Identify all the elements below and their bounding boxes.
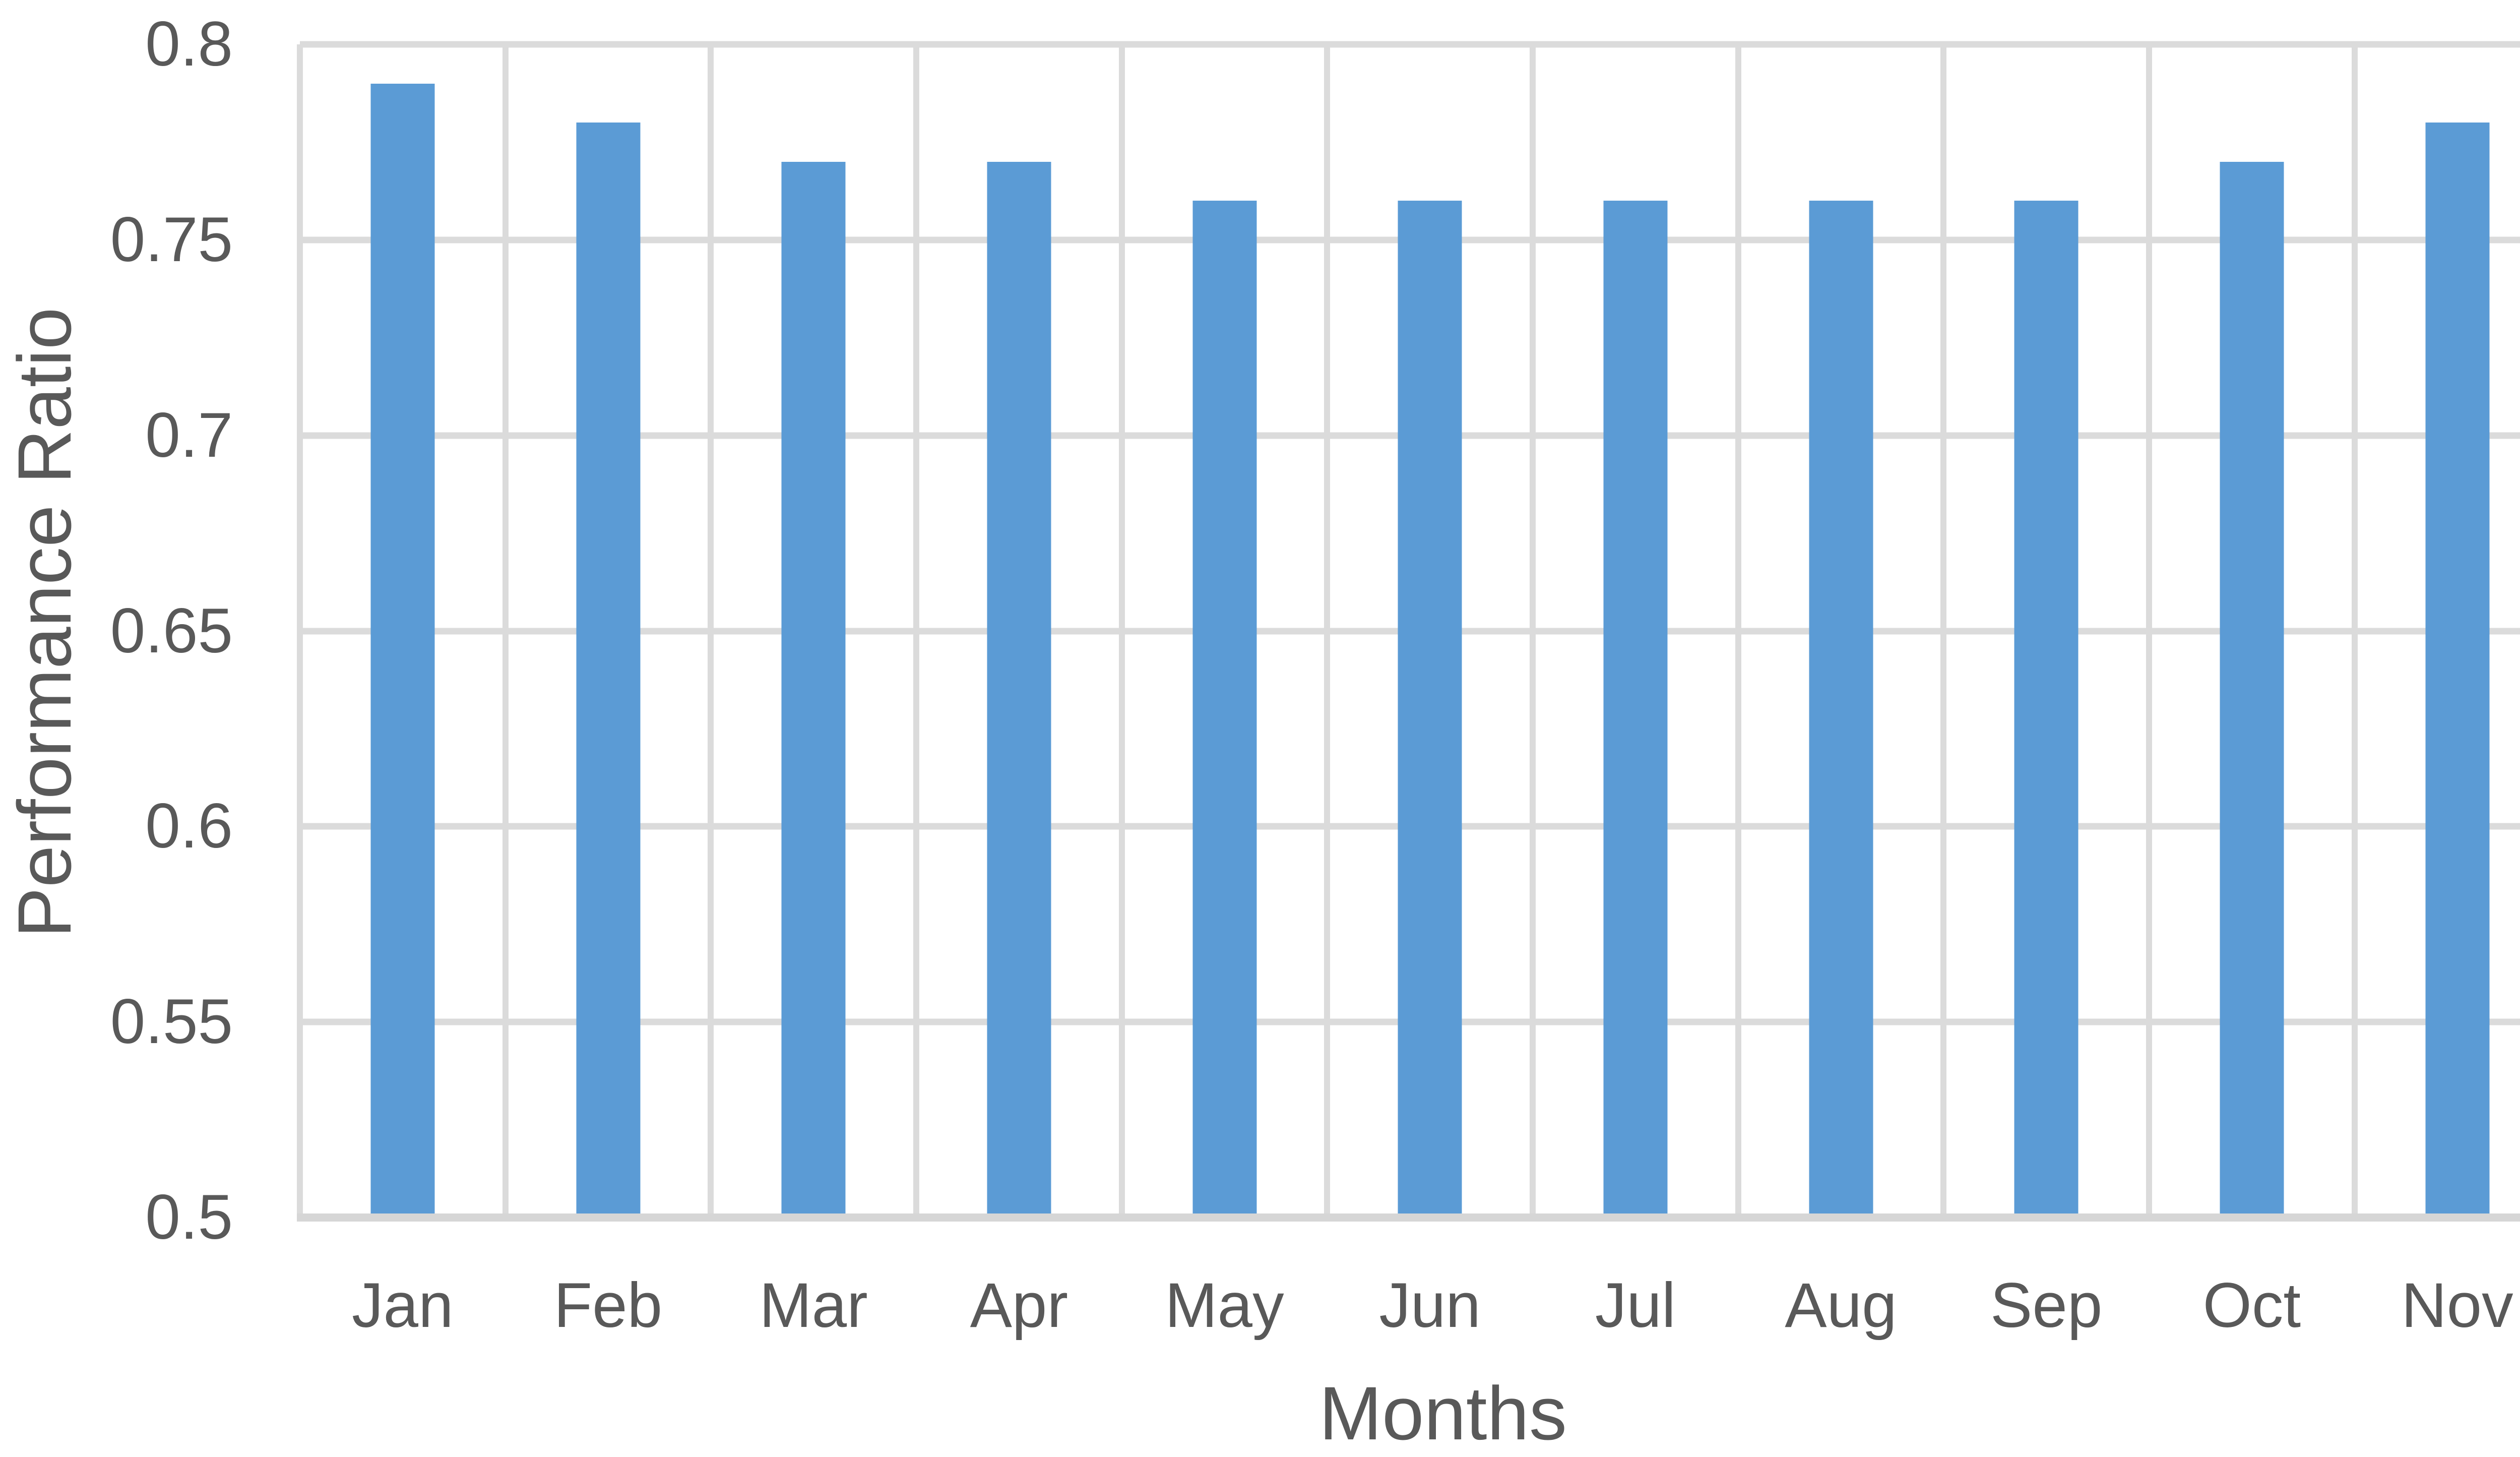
y-tick-label-0.7: 0.7 — [145, 400, 233, 470]
x-tick-label-jan: Jan — [352, 1270, 454, 1341]
v-gridline-2 — [708, 44, 714, 1218]
x-axis-title: Months — [1319, 1371, 1567, 1455]
bar-apr — [987, 161, 1051, 1218]
bar-may — [1192, 201, 1256, 1218]
v-gridline-7 — [1735, 44, 1741, 1218]
v-gridline-8 — [1940, 44, 1947, 1218]
y-axis-title: Performance Ratio — [2, 307, 87, 938]
x-tick-label-sep: Sep — [1990, 1270, 2103, 1341]
bar-oct — [2220, 161, 2284, 1218]
v-gridline-6 — [1530, 44, 1536, 1218]
x-tick-label-apr: Apr — [970, 1270, 1068, 1341]
y-tick-label-0.65: 0.65 — [110, 595, 233, 666]
v-gridline-1 — [502, 44, 509, 1218]
y-tick-label-0.55: 0.55 — [110, 987, 233, 1057]
bar-jul — [1603, 201, 1668, 1218]
x-tick-label-jun: Jun — [1379, 1270, 1481, 1341]
h-gridline-0.8 — [300, 41, 2520, 48]
x-tick-label-nov: Nov — [2401, 1270, 2513, 1341]
v-gridline-0 — [297, 44, 303, 1218]
x-tick-label-aug: Aug — [1785, 1270, 1897, 1341]
x-tick-label-mar: Mar — [759, 1270, 868, 1341]
v-gridline-4 — [1118, 44, 1125, 1218]
x-tick-label-oct: Oct — [2202, 1270, 2301, 1341]
y-tick-label-0.5: 0.5 — [145, 1182, 233, 1252]
bar-jun — [1398, 201, 1462, 1218]
y-tick-label-0.8: 0.8 — [145, 9, 233, 79]
x-tick-label-may: May — [1165, 1270, 1284, 1341]
bar-jan — [370, 83, 435, 1218]
v-gridline-3 — [913, 44, 919, 1218]
bar-sep — [2014, 201, 2078, 1218]
y-tick-label-0.6: 0.6 — [145, 791, 233, 862]
x-axis-line — [297, 1213, 2520, 1222]
bar-aug — [1809, 201, 1873, 1218]
x-tick-label-jul: Jul — [1595, 1270, 1676, 1341]
bar-nov — [2425, 123, 2489, 1218]
bar-mar — [781, 161, 846, 1218]
v-gridline-10 — [2351, 44, 2358, 1218]
bar-feb — [576, 123, 640, 1218]
x-tick-label-feb: Feb — [553, 1270, 663, 1341]
v-gridline-9 — [2146, 44, 2152, 1218]
v-gridline-5 — [1324, 44, 1331, 1218]
y-tick-label-0.75: 0.75 — [110, 204, 233, 275]
